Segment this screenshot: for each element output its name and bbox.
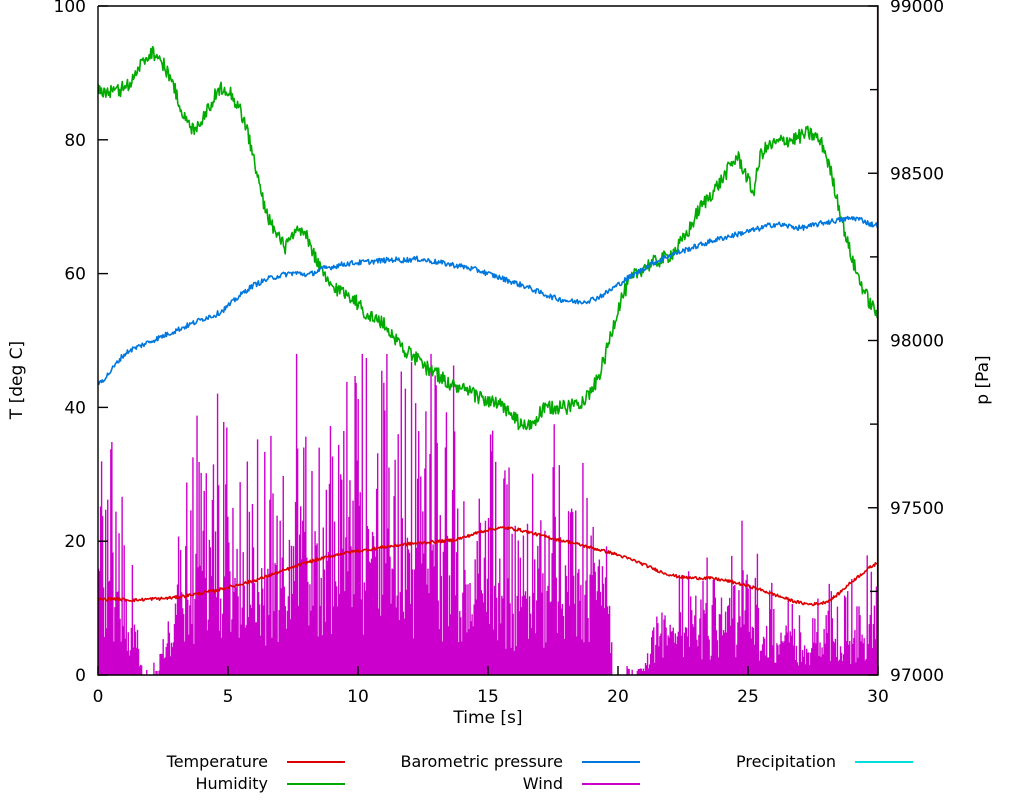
y-tick-label-left: 0 [75,666,86,686]
legend-label: Humidity [195,774,268,793]
chart-legend: Temperature Humidity Barometric pressure Wi… [166,752,913,793]
y-tick-label-left: 40 [64,398,86,418]
y-tick-label-right: 99000 [890,0,944,17]
axis-ticks [97,5,879,676]
series-line-barometric-pressure [98,215,878,386]
y-axis-title-right: p [Pa] [973,355,993,404]
series-lines [98,45,878,607]
x-tick-label: 20 [607,687,629,707]
legend-label: Wind [523,774,563,793]
y-tick-label-left: 20 [64,532,86,552]
x-tick-label: 30 [867,687,889,707]
y-tick-label-right: 98500 [890,164,944,184]
y-tick-label-right: 97500 [890,499,944,519]
x-tick-label: 25 [737,687,759,707]
x-tick-label: 10 [347,687,369,707]
y-tick-label-right: 97000 [890,666,944,686]
axis-tick-labels: 0 5 10 15 20 25 30 0 20 40 60 80 100 97000 97500 98000 9… [54,0,945,707]
legend-label: Barometric pressure [400,752,563,771]
x-axis-title: Time [s] [452,708,522,728]
x-tick-label: 15 [477,687,499,707]
y-tick-label-left: 60 [64,265,86,285]
y-tick-label-right: 98000 [890,332,944,352]
y-tick-label-left: 80 [64,131,86,151]
x-tick-label: 5 [223,687,234,707]
y-axis-title-left: T [deg C] [7,341,27,420]
legend-label: Precipitation [736,752,836,771]
series-line-humidity [98,45,878,431]
series-line-temperature [98,526,878,607]
legend-label: Temperature [166,752,268,771]
y-tick-label-left: 100 [54,0,86,17]
x-tick-label: 0 [93,687,104,707]
